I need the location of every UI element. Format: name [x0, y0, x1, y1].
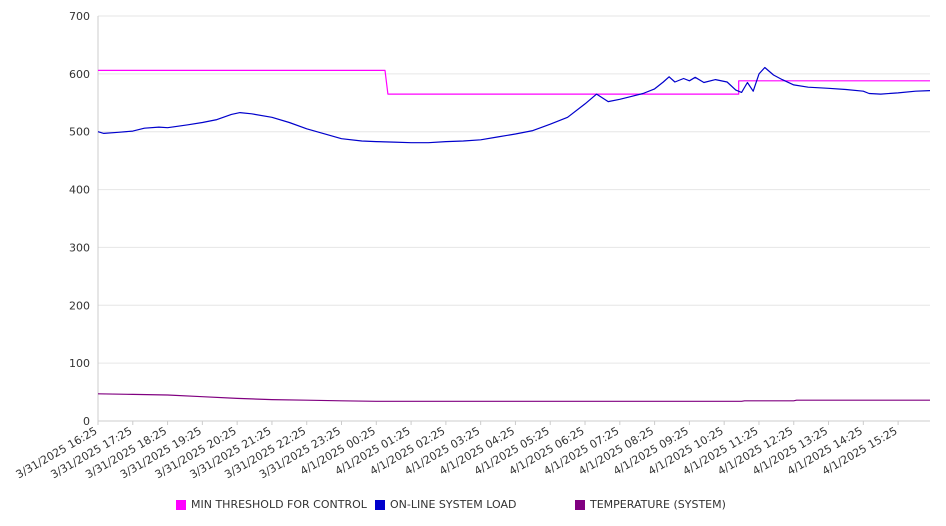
min-threshold-line — [98, 69, 930, 95]
gridlines — [98, 15, 930, 364]
y-tick-label: 700 — [69, 10, 90, 23]
legend-item-min-threshold[interactable]: MIN THRESHOLD FOR CONTROL — [176, 498, 367, 511]
legend-label: TEMPERATURE (SYSTEM) — [590, 498, 726, 511]
legend-label: ON-LINE SYSTEM LOAD — [390, 498, 517, 511]
legend-swatch — [575, 499, 585, 510]
temperature-line — [97, 393, 930, 402]
y-tick-label: 300 — [69, 241, 90, 254]
y-tick-label: 0 — [83, 415, 90, 428]
legend: MIN THRESHOLD FOR CONTROL ON-LINE SYSTEM… — [0, 498, 946, 518]
y-tick-label: 500 — [69, 126, 90, 139]
legend-label: MIN THRESHOLD FOR CONTROL — [191, 498, 367, 511]
system-load-line — [97, 66, 931, 144]
y-tick-labels: 0 100 200 300 400 500 600 700 — [69, 10, 90, 428]
y-tick-label: 200 — [69, 299, 90, 312]
y-tick-label: 100 — [69, 357, 90, 370]
y-tick-label: 400 — [69, 184, 90, 197]
legend-item-temperature[interactable]: TEMPERATURE (SYSTEM) — [575, 498, 726, 511]
series-lines — [97, 66, 931, 402]
legend-swatch — [375, 499, 385, 510]
legend-swatch — [176, 499, 186, 510]
x-tick-labels: 3/31/2025 16:253/31/2025 17:253/31/2025 … — [14, 424, 900, 481]
axes — [97, 16, 930, 425]
y-tick-label: 600 — [69, 68, 90, 81]
legend-item-system-load[interactable]: ON-LINE SYSTEM LOAD — [375, 498, 516, 511]
